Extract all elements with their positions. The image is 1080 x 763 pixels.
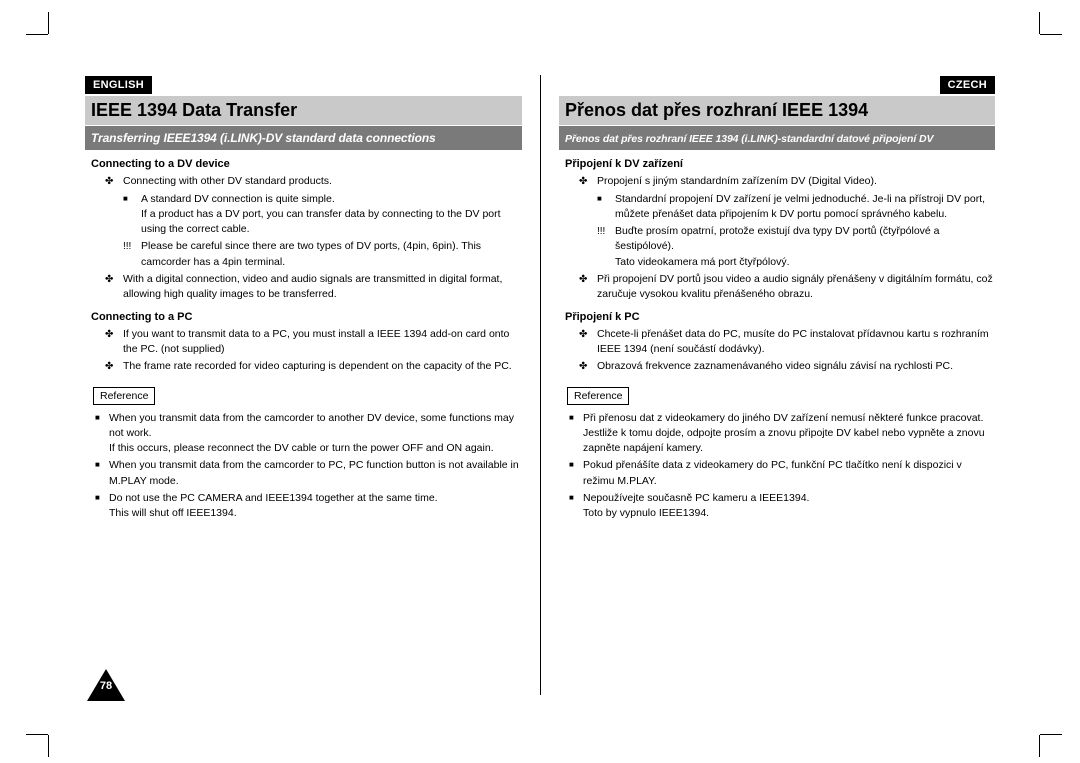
list-item: With a digital connection, video and aud… (85, 272, 522, 303)
section-body: Connecting with other DV standard produc… (85, 174, 522, 303)
list-item: Pokud přenášíte data z videokamery do PC… (559, 458, 995, 488)
section-body: Chcete-li přenášet data do PC, musíte do… (559, 327, 995, 375)
crop-mark (48, 34, 70, 56)
list-item: Do not use the PC CAMERA and IEEE1394 to… (85, 491, 522, 521)
subtitle-bar: Přenos dat přes rozhraní IEEE 1394 (i.LI… (559, 126, 995, 150)
lang-tab-row: CZECH (559, 75, 995, 94)
list-item: Connecting with other DV standard produc… (85, 174, 522, 190)
reference-box: Reference (93, 387, 155, 405)
section-heading: Připojení k DV zařízení (565, 158, 995, 170)
list-item: A standard DV connection is quite simple… (85, 192, 522, 238)
list-item: Při propojení DV portů jsou video a audi… (559, 272, 995, 303)
page-title: IEEE 1394 Data Transfer (91, 100, 297, 120)
section-heading: Connecting to a PC (91, 311, 522, 323)
list-item: Chcete-li přenášet data do PC, musíte do… (559, 327, 995, 358)
crop-mark (1018, 34, 1040, 56)
reference-body: When you transmit data from the camcorde… (85, 411, 522, 522)
page-number: 78 (85, 680, 127, 692)
list-item: Propojení s jiným standardním zařízením … (559, 174, 995, 190)
right-column-czech: CZECH Přenos dat přes rozhraní IEEE 1394… (540, 75, 995, 695)
list-item: The frame rate recorded for video captur… (85, 359, 522, 375)
page-subtitle: Přenos dat přes rozhraní IEEE 1394 (i.LI… (565, 133, 933, 145)
section-heading: Připojení k PC (565, 311, 995, 323)
page-number-badge: 78 (85, 667, 127, 705)
page-subtitle: Transferring IEEE1394 (i.LINK)-DV standa… (91, 131, 436, 145)
list-item: When you transmit data from the camcorde… (85, 458, 522, 488)
list-item: Nepoužívejte současně PC kameru a IEEE13… (559, 491, 995, 521)
title-bar: IEEE 1394 Data Transfer (85, 96, 522, 125)
manual-page: ENGLISH IEEE 1394 Data Transfer Transfer… (85, 75, 995, 695)
crop-mark (48, 713, 70, 735)
title-bar: Přenos dat přes rozhraní IEEE 1394 (559, 96, 995, 125)
subtitle-bar: Transferring IEEE1394 (i.LINK)-DV standa… (85, 126, 522, 150)
reference-box: Reference (567, 387, 629, 405)
left-column-english: ENGLISH IEEE 1394 Data Transfer Transfer… (85, 75, 540, 695)
list-item: If you want to transmit data to a PC, yo… (85, 327, 522, 358)
lang-tab-english: ENGLISH (85, 76, 152, 94)
list-item: Při přenosu dat z videokamery do jiného … (559, 411, 995, 457)
lang-tab-row: ENGLISH (85, 75, 522, 94)
crop-mark (1018, 713, 1040, 735)
list-item: Please be careful since there are two ty… (85, 239, 522, 270)
page-title: Přenos dat přes rozhraní IEEE 1394 (565, 100, 868, 120)
section-body: If you want to transmit data to a PC, yo… (85, 327, 522, 375)
list-item: When you transmit data from the camcorde… (85, 411, 522, 457)
section-heading: Connecting to a DV device (91, 158, 522, 170)
reference-body: Při přenosu dat z videokamery do jiného … (559, 411, 995, 522)
list-item: Standardní propojení DV zařízení je velm… (559, 192, 995, 222)
section-body: Propojení s jiným standardním zařízením … (559, 174, 995, 303)
list-item: Buďte prosím opatrní, protože existují d… (559, 224, 995, 270)
list-item: Obrazová frekvence zaznamenávaného video… (559, 359, 995, 375)
lang-tab-czech: CZECH (940, 76, 995, 94)
